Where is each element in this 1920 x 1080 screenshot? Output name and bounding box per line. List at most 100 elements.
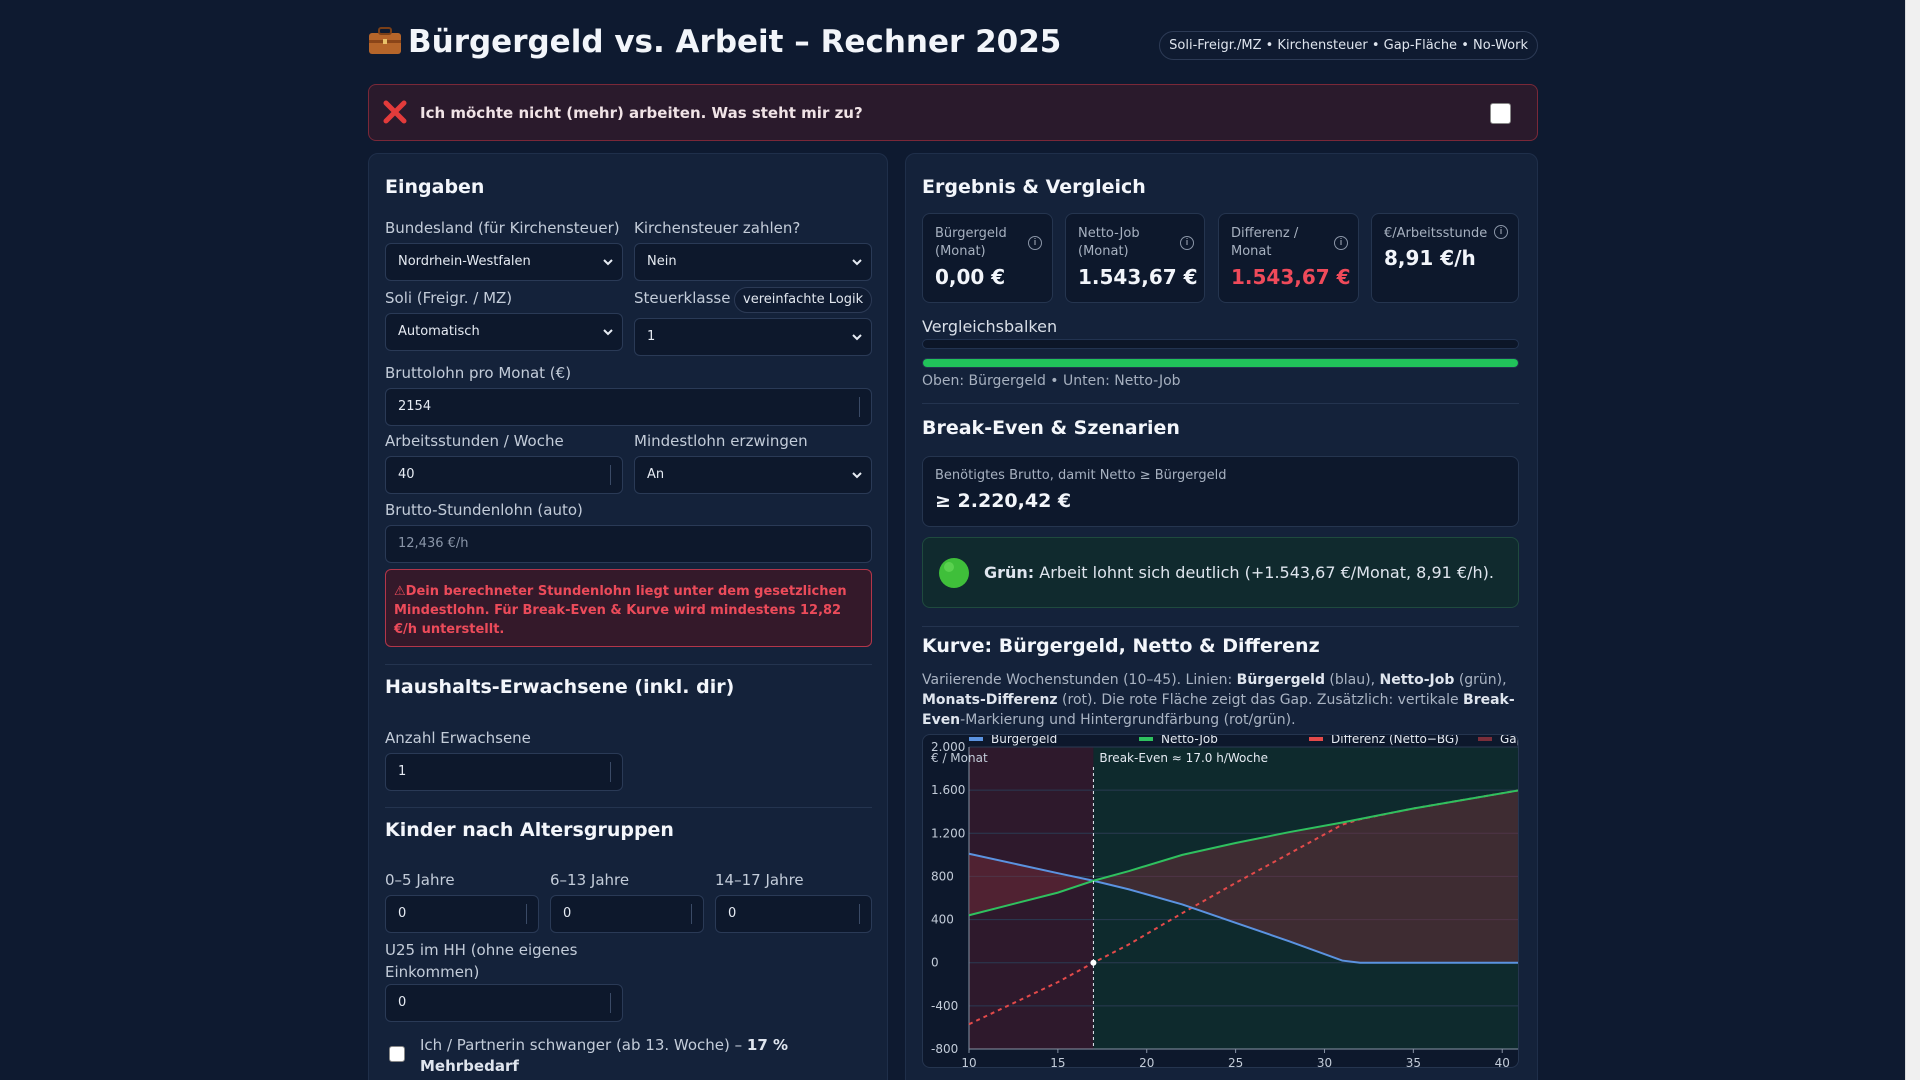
page-title: Bürgergeld vs. Arbeit – Rechner 2025 xyxy=(368,24,1061,60)
mindestlohn-select[interactable]: An xyxy=(634,456,872,494)
status-text: Grün: Arbeit lohnt sich deutlich (+1.543… xyxy=(984,563,1494,582)
kirchensteuer-label: Kirchensteuer zahlen? xyxy=(634,219,801,237)
kirchensteuer-select[interactable]: Nein xyxy=(634,243,872,281)
status-bold: Grün: xyxy=(984,563,1035,582)
stundenlohn-placeholder: 12,436 €/h xyxy=(398,536,469,551)
spinner-icon[interactable] xyxy=(610,465,614,485)
chevron-down-icon xyxy=(852,472,862,479)
spinner-icon[interactable] xyxy=(526,904,530,924)
bar-buergergeld xyxy=(922,339,1519,349)
u25-label-line1: U25 im HH (ohne eigenes xyxy=(385,941,578,959)
info-icon[interactable]: i xyxy=(1334,236,1348,250)
kids-0-5-value: 0 xyxy=(398,906,407,921)
steuerklasse-value: 1 xyxy=(647,329,656,344)
adults-label: Anzahl Erwachsene xyxy=(385,729,531,747)
spinner-icon[interactable] xyxy=(859,397,863,417)
household-title: Haushalts-Erwachsene (inkl. dir) xyxy=(385,676,735,698)
curve-chart[interactable]: -800 -400 0 400 800 1.200 1.600 2.000 10 15 20 25 30… xyxy=(922,734,1519,1068)
x-tick-label: 35 xyxy=(1406,1056,1421,1068)
bars-title: Vergleichsbalken xyxy=(922,317,1058,336)
steuerklasse-select[interactable]: 1 xyxy=(634,318,872,356)
u25-input[interactable]: 0 xyxy=(385,984,623,1022)
spinner-icon[interactable] xyxy=(610,993,614,1013)
bars-caption: Oben: Bürgergeld • Unten: Netto-Job xyxy=(922,373,1181,389)
chevron-down-icon xyxy=(852,334,862,341)
y-tick-label: 2.000 xyxy=(931,740,965,754)
kids-0-5-label: 0–5 Jahre xyxy=(385,871,455,889)
x-tick-label: 15 xyxy=(1050,1056,1065,1068)
break-even-label: Break-Even ≈ 17.0 h/Woche xyxy=(1099,751,1268,765)
kirchensteuer-value: Nein xyxy=(647,254,677,269)
adults-input[interactable]: 1 xyxy=(385,753,623,791)
y-tick-label: 1.600 xyxy=(931,783,965,797)
adults-value: 1 xyxy=(398,764,407,779)
pregnant-checkbox[interactable] xyxy=(389,1046,405,1062)
kids-title: Kinder nach Altersgruppen xyxy=(385,819,674,841)
x-tick-label: 20 xyxy=(1139,1056,1154,1068)
series-line-buergergeld xyxy=(968,852,1518,964)
result-panel: Ergebnis & Vergleich Bürgergeld (Monat) i… xyxy=(905,153,1538,1080)
stundenlohn-label: Brutto-Stundenlohn (auto) xyxy=(385,501,583,519)
kpi-per-hour: €/Arbeitsstunde i 8,91 €/h xyxy=(1371,213,1519,303)
stunden-label: Arbeitsstunden / Woche xyxy=(385,432,564,450)
kpi-label: Netto-Job (Monat) xyxy=(1078,226,1140,259)
kids-14-17-input[interactable]: 0 xyxy=(715,895,872,933)
green-circle-icon xyxy=(939,558,969,588)
soli-select[interactable]: Automatisch xyxy=(385,313,623,351)
nowork-toggle-box[interactable]: Ich möchte nicht (mehr) arbeiten. Was st… xyxy=(368,84,1538,141)
series-line-netto xyxy=(968,789,1518,917)
header: Bürgergeld vs. Arbeit – Rechner 2025 Sol… xyxy=(368,0,1538,84)
divider xyxy=(922,626,1519,627)
inputs-title: Eingaben xyxy=(385,176,485,198)
pregnant-text: Ich / Partnerin schwanger (ab 13. Woche)… xyxy=(420,1036,743,1054)
nowork-checkbox[interactable] xyxy=(1490,103,1511,124)
info-icon[interactable]: i xyxy=(1028,236,1042,250)
simplified-logic-badge: vereinfachte Logik xyxy=(734,287,873,313)
curve-chart-svg: -800 -400 0 400 800 1.200 1.600 2.000 10 15 20 25 30… xyxy=(931,735,1519,1068)
breakeven-label: Benötigtes Brutto, damit Netto ≥ Bürgerg… xyxy=(935,468,1227,483)
divider xyxy=(385,807,872,808)
info-icon[interactable]: i xyxy=(1494,225,1508,239)
stunden-input[interactable]: 40 xyxy=(385,456,623,494)
mindestlohn-value: An xyxy=(647,467,665,482)
bar-netto-job xyxy=(922,358,1519,368)
kids-6-13-label: 6–13 Jahre xyxy=(550,871,630,889)
kpi-value: 0,00 € xyxy=(935,265,1006,289)
spinner-icon[interactable] xyxy=(610,762,614,782)
kpi-buergergeld: Bürgergeld (Monat) i 0,00 € xyxy=(922,213,1053,303)
kids-14-17-value: 0 xyxy=(728,906,737,921)
kids-6-13-input[interactable]: 0 xyxy=(550,895,704,933)
info-icon[interactable]: i xyxy=(1180,236,1194,250)
pregnant-label: Ich / Partnerin schwanger (ab 13. Woche)… xyxy=(420,1035,860,1077)
kids-6-13-value: 0 xyxy=(563,906,572,921)
result-title: Ergebnis & Vergleich xyxy=(922,176,1146,198)
status-message: Arbeit lohnt sich deutlich (+1.543,67 €/… xyxy=(1039,563,1494,582)
kpi-netto-job: Netto-Job (Monat) i 1.543,67 € xyxy=(1065,213,1205,303)
spinner-icon[interactable] xyxy=(859,904,863,924)
status-box: Grün: Arbeit lohnt sich deutlich (+1.543… xyxy=(922,537,1519,608)
brutto-value: 2154 xyxy=(398,399,432,414)
x-tick-label: 25 xyxy=(1228,1056,1243,1068)
y-tick-label: 0 xyxy=(931,956,939,970)
legend-swatch xyxy=(1478,737,1492,741)
x-tick-label: 10 xyxy=(961,1056,976,1068)
nowork-label: Ich möchte nicht (mehr) arbeiten. Was st… xyxy=(420,104,863,122)
stundenlohn-field: 12,436 €/h xyxy=(385,525,872,563)
spinner-icon[interactable] xyxy=(691,904,695,924)
kpi-value: 1.543,67 € xyxy=(1078,265,1198,289)
page-title-text: Bürgergeld vs. Arbeit – Rechner 2025 xyxy=(408,24,1062,60)
kids-0-5-input[interactable]: 0 xyxy=(385,895,539,933)
gap-area xyxy=(969,790,1518,963)
legend-swatch xyxy=(1309,737,1323,741)
bundesland-label: Bundesland (für Kirchensteuer) xyxy=(385,219,620,237)
briefcase-icon xyxy=(369,27,401,54)
curve-title: Kurve: Bürgergeld, Netto & Differenz xyxy=(922,635,1320,657)
page-scrollbar[interactable] xyxy=(1905,0,1920,1080)
break-even-point xyxy=(1090,959,1097,966)
breakeven-value: ≥ 2.220,42 € xyxy=(935,490,1072,512)
brutto-label: Bruttolohn pro Monat (€) xyxy=(385,364,572,382)
steuerklasse-label: Steuerklasse xyxy=(634,289,731,307)
brutto-input[interactable]: 2154 xyxy=(385,388,872,426)
legend-label: Gap xyxy=(1500,735,1519,746)
bundesland-select[interactable]: Nordrhein-Westfalen xyxy=(385,243,623,281)
